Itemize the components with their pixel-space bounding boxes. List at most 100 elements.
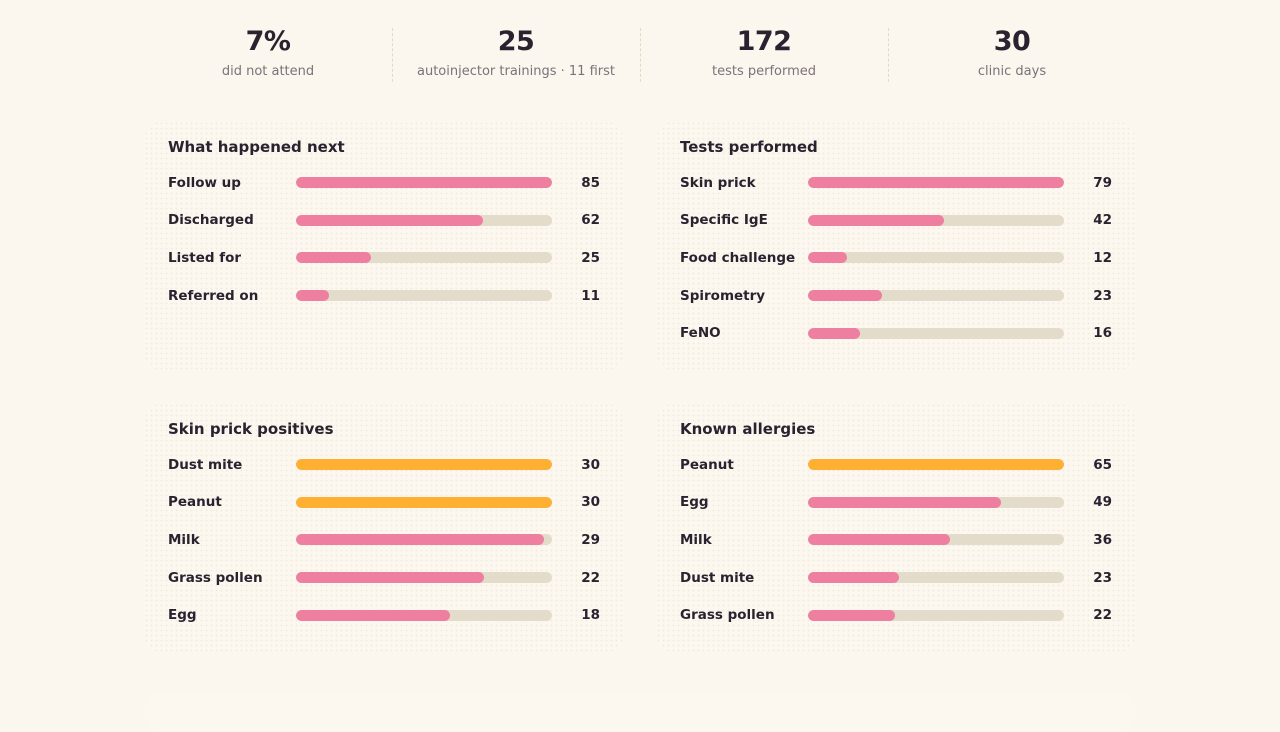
bar-label: Skin prick xyxy=(680,174,756,191)
stat-autoinjector-trainings: 25 autoinjector trainings · 11 first xyxy=(392,22,640,84)
bar-label: Follow up xyxy=(168,174,241,191)
bar-row: Food challenge 12 xyxy=(680,239,1112,277)
stat-value: 7% xyxy=(245,26,291,57)
bar-fill xyxy=(808,572,899,584)
bar-track xyxy=(296,609,552,621)
bar-row: Referred on 11 xyxy=(168,277,600,315)
bar-row: FeNO 16 xyxy=(680,314,1112,352)
card-title: Tests performed xyxy=(680,138,818,156)
bar-fill xyxy=(808,214,945,226)
bar-fill xyxy=(808,609,895,621)
bar-fill xyxy=(808,177,1064,189)
bar-label: Listed for xyxy=(168,249,242,266)
bar-row: Peanut 65 xyxy=(680,446,1112,484)
stat-value: 30 xyxy=(993,26,1031,57)
bar-row: Discharged 62 xyxy=(168,202,600,240)
bar-row: Dust mite 30 xyxy=(168,446,600,484)
bar-value: 29 xyxy=(581,531,600,548)
bar-fill xyxy=(808,327,860,339)
bar-value: 62 xyxy=(581,212,600,229)
bar-fill xyxy=(296,214,483,226)
stat-value: 172 xyxy=(736,26,792,57)
bar-value: 12 xyxy=(1093,249,1112,266)
bar-value: 36 xyxy=(1093,531,1112,548)
bar-row: Dust mite 23 xyxy=(680,559,1112,597)
bar-fill xyxy=(296,252,372,264)
bar-fill xyxy=(296,572,484,584)
stat-label: autoinjector trainings · 11 first xyxy=(416,64,615,79)
bar-fill xyxy=(808,290,883,302)
stat-label: did not attend xyxy=(221,64,315,79)
bar-row: Follow up 85 xyxy=(168,164,600,202)
stat-did-not-attend: 7% did not attend xyxy=(144,22,392,84)
bar-row: Egg 49 xyxy=(680,484,1112,522)
card-title: What happened next xyxy=(168,138,345,156)
card-title: Skin prick positives xyxy=(168,420,334,438)
bar-row: Grass pollen 22 xyxy=(680,596,1112,634)
bar-label: Discharged xyxy=(168,212,254,229)
bar-row: Listed for 25 xyxy=(168,239,600,277)
stat-tests-performed: 172 tests performed xyxy=(640,22,888,84)
bar-track xyxy=(296,214,552,226)
bar-track xyxy=(296,534,552,546)
bar-track xyxy=(808,327,1064,339)
bar-fill xyxy=(296,459,552,471)
bar-track xyxy=(296,496,552,508)
bar-label: FeNO xyxy=(680,325,721,342)
bar-label: Milk xyxy=(168,531,200,548)
bar-track xyxy=(808,177,1064,189)
card-known-allergies: Known allergies Peanut 65 Egg 49 Milk 36… xyxy=(656,403,1136,652)
bar-track xyxy=(296,572,552,584)
bar-label: Spirometry xyxy=(680,287,766,304)
bar-fill xyxy=(296,609,450,621)
card-skin-prick-positives: Skin prick positives Dust mite 30 Peanut… xyxy=(144,403,624,652)
bar-track xyxy=(808,252,1064,264)
bar-row: Peanut 30 xyxy=(168,484,600,522)
stat-label: clinic days xyxy=(977,64,1047,79)
bar-row: Milk 29 xyxy=(168,521,600,559)
bar-label: Referred on xyxy=(168,287,259,304)
card-what-happened-next: What happened next Follow up 85 Discharg… xyxy=(144,121,624,370)
bar-value: 49 xyxy=(1093,494,1112,511)
card-title: Known allergies xyxy=(680,420,816,438)
bar-value: 22 xyxy=(1093,607,1112,624)
bar-value: 85 xyxy=(581,174,600,191)
bar-value: 18 xyxy=(581,607,600,624)
bar-row: Grass pollen 22 xyxy=(168,559,600,597)
bar-row: Egg 18 xyxy=(168,596,600,634)
bar-label: Peanut xyxy=(680,456,734,473)
bar-track xyxy=(808,496,1064,508)
bar-fill xyxy=(808,496,1002,508)
stat-label: tests performed xyxy=(711,64,817,79)
bar-value: 11 xyxy=(581,287,600,304)
card-next-partial xyxy=(144,692,1136,732)
bar-value: 22 xyxy=(581,569,600,586)
bar-value: 16 xyxy=(1093,325,1112,342)
bar-label: Food challenge xyxy=(680,249,796,266)
bar-fill xyxy=(808,534,950,546)
bar-row: Spirometry 23 xyxy=(680,277,1112,315)
bar-track xyxy=(808,609,1064,621)
bar-label: Grass pollen xyxy=(680,607,775,624)
bar-track xyxy=(296,459,552,471)
bar-track xyxy=(296,290,552,302)
bar-label: Grass pollen xyxy=(168,569,263,586)
bar-value: 79 xyxy=(1093,174,1112,191)
bar-label: Specific IgE xyxy=(680,212,768,229)
bar-value: 30 xyxy=(581,456,600,473)
bar-track xyxy=(296,252,552,264)
bar-track xyxy=(296,177,552,189)
bar-value: 30 xyxy=(581,494,600,511)
card-tests-performed: Tests performed Skin prick 79 Specific I… xyxy=(656,121,1136,370)
bar-track xyxy=(808,459,1064,471)
bar-value: 25 xyxy=(581,249,600,266)
bar-fill xyxy=(296,177,552,189)
bar-label: Dust mite xyxy=(680,569,755,586)
bar-row: Milk 36 xyxy=(680,521,1112,559)
bar-fill xyxy=(808,459,1064,471)
bar-fill xyxy=(296,496,552,508)
bar-value: 23 xyxy=(1093,287,1112,304)
bar-fill xyxy=(808,252,847,264)
bar-label: Egg xyxy=(680,494,709,511)
bar-label: Peanut xyxy=(168,494,222,511)
